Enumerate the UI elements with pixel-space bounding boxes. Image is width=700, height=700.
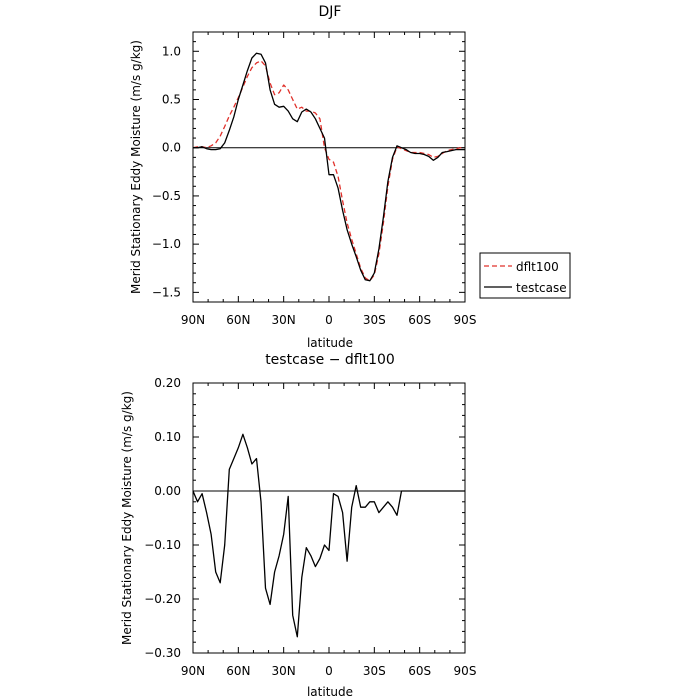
series-line-difference xyxy=(192,433,465,638)
chart-title: DJF xyxy=(319,4,342,20)
legend-label-testcase: testcase xyxy=(516,281,567,295)
y-axis-label: Merid Stationary Eddy Moisture (m/s g/kg… xyxy=(129,40,143,294)
legend: dflt100 testcase xyxy=(479,252,571,299)
chart-panel-difference: testcase − dflt100 90N 60N 30N 0 30S 60S 90S 0.… xyxy=(120,352,476,699)
plot-frame xyxy=(192,382,466,654)
y-tick-label: −1.5 xyxy=(152,285,181,299)
y-tick-label: 0.00 xyxy=(154,484,181,498)
plot-frame xyxy=(192,31,466,303)
x-tick-label: 0 xyxy=(325,664,333,678)
x-axis-label: latitude xyxy=(307,685,353,699)
x-tick-label: 90N xyxy=(181,313,205,327)
x-tick-label: 60N xyxy=(226,313,250,327)
y-tick-label: 1.0 xyxy=(162,44,181,58)
x-tick-label: 30N xyxy=(272,313,296,327)
y-tick-label: −1.0 xyxy=(152,237,181,251)
chart-panel-djf: DJF 90N 60N 30N 0 30S 60S 90S 1.0 0.5 0.0 −0.5 −1.0… xyxy=(129,4,476,350)
x-tick-label: 30S xyxy=(363,664,386,678)
x-axis-label: latitude xyxy=(307,336,353,350)
x-tick-label: 90S xyxy=(454,313,477,327)
y-tick-label: −0.10 xyxy=(144,538,181,552)
x-tick-label: 30S xyxy=(363,313,386,327)
legend-box xyxy=(479,252,571,299)
x-tick-label: 30N xyxy=(272,664,296,678)
y-tick-label: −0.5 xyxy=(152,189,181,203)
series-line-testcase xyxy=(193,52,465,282)
y-tick-label: −0.30 xyxy=(144,646,181,660)
x-tick-label: 90S xyxy=(454,664,477,678)
x-tick-label: 60N xyxy=(226,664,250,678)
y-tick-label: 0.10 xyxy=(154,430,181,444)
x-tick-label: 0 xyxy=(325,313,333,327)
x-tick-label: 60S xyxy=(408,313,431,327)
legend-label-dflt100: dflt100 xyxy=(516,260,559,274)
y-tick-label: 0.0 xyxy=(162,141,181,155)
y-tick-label: 0.5 xyxy=(162,93,181,107)
y-axis-label: Merid Stationary Eddy Moisture (m/s g/kg… xyxy=(120,391,134,645)
x-tick-label: 90N xyxy=(181,664,205,678)
y-tick-label: 0.20 xyxy=(154,376,181,390)
y-tick-label: −0.20 xyxy=(144,592,181,606)
chart-title: testcase − dflt100 xyxy=(265,352,395,368)
x-tick-label: 60S xyxy=(408,664,431,678)
